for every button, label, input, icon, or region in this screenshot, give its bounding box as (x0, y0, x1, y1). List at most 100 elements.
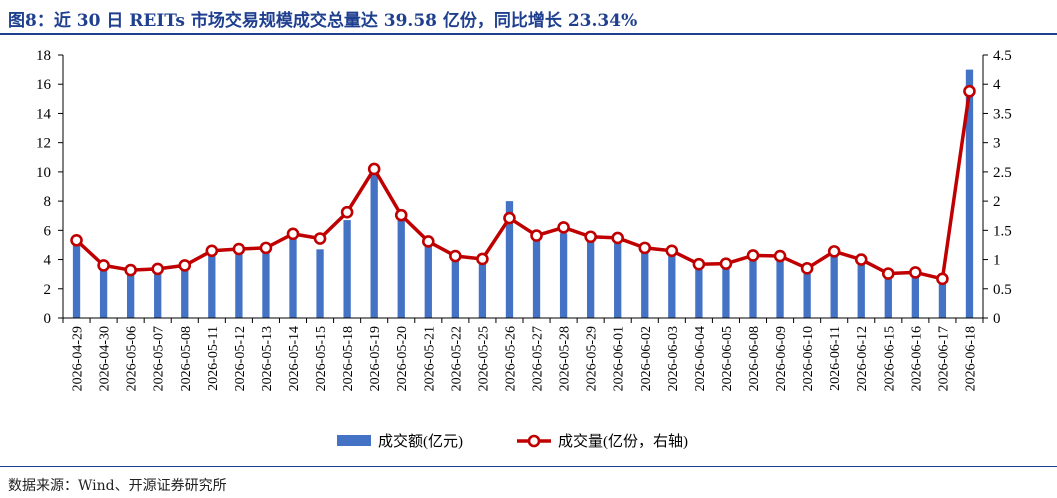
x-tick-label: 2026-05-07 (152, 326, 167, 391)
x-tick-label: 2026-05-28 (558, 326, 573, 391)
bar-2026-06-04 (695, 268, 703, 318)
point-2026-06-10 (800, 262, 814, 275)
point-2026-06-11 (827, 245, 841, 258)
bar-2026-05-08 (181, 268, 189, 318)
x-tick-label: 2026-05-08 (179, 326, 194, 391)
y-right-tick-label: 2.5 (993, 165, 1012, 181)
y-left-tick-label: 18 (36, 48, 51, 64)
title-divider (0, 33, 1057, 35)
x-tick-label: 2026-05-13 (260, 326, 275, 391)
y-left-tick-label: 6 (44, 223, 52, 239)
x-tick-label: 2026-06-04 (693, 326, 708, 391)
y-left-tick-label: 10 (36, 165, 51, 181)
line-series-volume (70, 84, 976, 286)
x-tick-label: 2026-06-15 (882, 326, 897, 391)
chart-axes: 0 2 4 6 8 10 12 14 16 18 0 0.5 1 1.5 2 2.5 3 3.5 4 4.5 2026-… (36, 48, 1012, 391)
y-left-tick-label: 2 (44, 282, 52, 298)
bar-2026-05-18 (343, 220, 351, 318)
y-right-tick-label: 1.5 (993, 223, 1012, 239)
x-tick-label: 2026-06-08 (747, 326, 762, 391)
x-tick-label: 2026-04-30 (98, 326, 113, 391)
y-right-tick-label: 2 (993, 194, 1001, 210)
point-2026-05-07 (151, 262, 165, 276)
point-2026-05-28 (557, 221, 570, 234)
footer-divider (0, 466, 1057, 467)
bar-2026-05-21 (424, 243, 432, 318)
point-2026-06-03 (665, 244, 679, 258)
point-2026-05-06 (124, 263, 137, 277)
point-2026-06-16 (909, 266, 922, 279)
bar-2026-04-29 (72, 243, 81, 318)
y-left-tick-label: 4 (44, 253, 52, 269)
point-2026-06-09 (773, 249, 787, 263)
point-2026-05-20 (394, 208, 408, 222)
bar-2026-06-11 (830, 253, 838, 318)
y-left-tick-label: 16 (36, 77, 52, 93)
bar-2026-06-08 (749, 256, 757, 318)
point-2026-05-25 (476, 252, 489, 266)
point-2026-05-29 (584, 230, 597, 244)
x-tick-label: 2026-05-11 (206, 326, 221, 391)
x-tick-label: 2026-05-19 (368, 326, 383, 391)
point-2026-05-22 (449, 249, 462, 263)
x-tick-label: 2026-06-05 (720, 326, 735, 391)
chart-legend: 成交额(亿元) 成交量(亿份，右轴) (337, 432, 688, 450)
point-2026-06-18 (963, 84, 976, 98)
point-2026-04-29 (70, 233, 83, 247)
bar-2026-05-14 (289, 236, 297, 318)
y-right-tick-label: 3.5 (993, 106, 1012, 122)
legend-line-label: 成交量(亿份，右轴) (558, 432, 688, 450)
x-tick-label: 2026-05-20 (395, 326, 410, 391)
x-tick-label: 2026-05-15 (314, 326, 329, 391)
bar-2026-04-30 (99, 266, 108, 318)
bar-2026-05-13 (262, 250, 270, 318)
point-2026-06-02 (638, 241, 652, 255)
x-tick-label: 2026-05-22 (449, 326, 464, 391)
x-tick-label: 2026-06-10 (801, 326, 816, 391)
bar-2026-05-28 (559, 233, 568, 318)
point-2026-05-08 (178, 259, 192, 272)
y-right-tick-label: 3 (993, 136, 1001, 152)
point-2026-06-08 (746, 249, 760, 262)
point-2026-06-05 (719, 257, 733, 270)
x-tick-label: 2026-05-27 (531, 326, 546, 391)
bar-2026-05-22 (451, 259, 460, 318)
x-tick-label: 2026-06-11 (828, 326, 843, 391)
x-tick-label: 2026-04-29 (71, 326, 86, 391)
title-bar: 图8：近 30 日 REITs 市场交易规模成交总量达 39.58 亿份，同比增… (0, 0, 1057, 34)
bar-2026-06-05 (722, 265, 730, 318)
x-tick-label: 2026-05-06 (125, 326, 140, 391)
bar-2026-05-15 (316, 249, 324, 318)
bar-2026-05-19 (370, 171, 378, 318)
point-2026-05-19 (367, 162, 381, 176)
y-right-tick-label: 4 (993, 77, 1001, 93)
x-tick-label: 2026-05-25 (476, 326, 491, 391)
x-tick-label: 2026-05-21 (422, 326, 437, 391)
point-2026-05-26 (503, 211, 516, 225)
bar-2026-05-25 (478, 262, 487, 318)
x-tick-label: 2026-05-12 (233, 326, 248, 391)
y-right-tick-label: 0 (993, 311, 1001, 327)
point-2026-04-30 (97, 259, 110, 272)
x-tick-label: 2026-05-26 (503, 326, 518, 391)
bar-2026-05-11 (208, 252, 216, 318)
bar-2026-06-10 (803, 271, 811, 318)
dual-axis-chart: 0 2 4 6 8 10 12 14 16 18 0 0.5 1 1.5 2 2.5 3 3.5 4 4.5 2026-… (36, 48, 1012, 450)
point-2026-06-15 (881, 267, 895, 280)
bar-2026-06-17 (938, 282, 947, 318)
volume-line (75, 90, 972, 281)
y-left-tick-label: 0 (44, 311, 52, 327)
bar-2026-06-03 (668, 252, 676, 318)
bar-series-turnover (72, 69, 974, 318)
y-right-tick-label: 0.5 (993, 282, 1012, 298)
y-left-tick-label: 8 (44, 194, 52, 210)
bar-2026-05-27 (532, 237, 541, 318)
legend-line-marker (527, 434, 541, 448)
x-tick-label: 2026-06-03 (666, 326, 681, 391)
point-2026-06-12 (854, 253, 868, 266)
y-right-tick-label: 1 (993, 253, 1001, 269)
bar-2026-05-06 (126, 272, 135, 318)
bar-2026-06-09 (776, 250, 784, 318)
bar-2026-05-26 (505, 201, 514, 318)
bar-2026-05-07 (154, 272, 162, 318)
